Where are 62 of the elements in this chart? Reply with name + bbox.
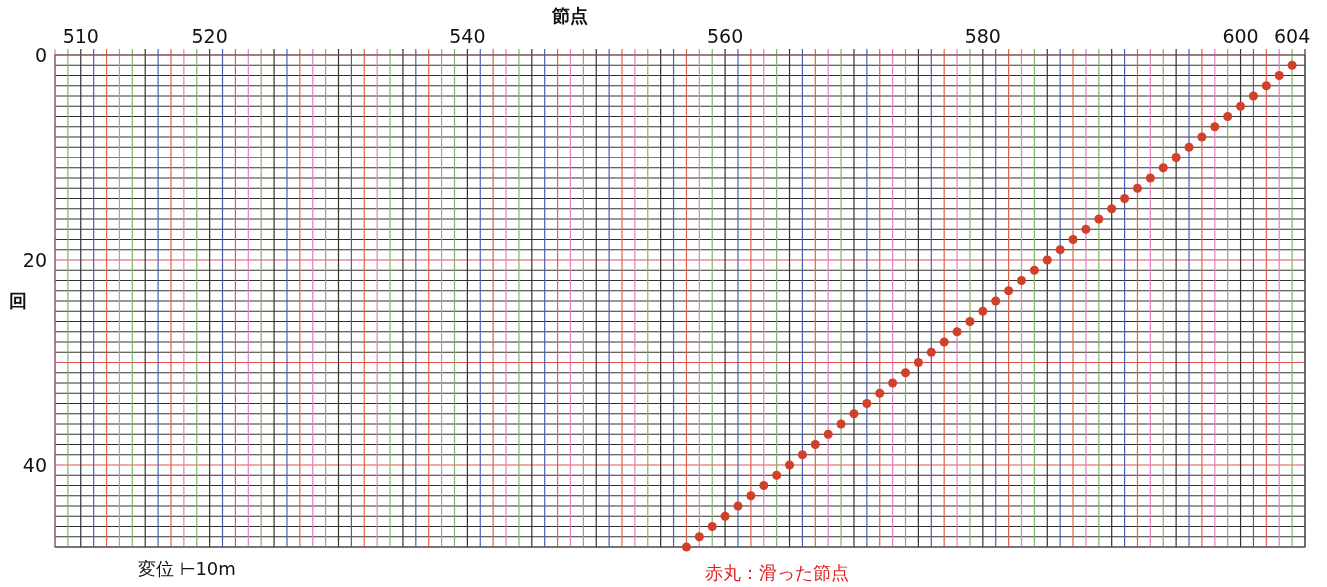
point	[1287, 60, 1297, 70]
text: 赤丸：滑った節点	[705, 562, 849, 583]
point	[1236, 101, 1246, 111]
point	[926, 347, 936, 357]
point	[1042, 255, 1052, 265]
point	[1197, 132, 1207, 142]
point	[978, 306, 988, 316]
point	[810, 440, 820, 449]
point	[836, 419, 846, 429]
x-tick-label: 520	[191, 25, 228, 47]
point	[1274, 71, 1284, 80]
point	[913, 358, 923, 367]
x-tick-label: 604	[1273, 25, 1311, 47]
point	[707, 522, 717, 531]
point	[746, 491, 756, 501]
point	[849, 409, 859, 419]
x-tick-label: 580	[964, 25, 1001, 47]
point	[1120, 194, 1130, 203]
point	[875, 388, 885, 398]
point	[1055, 245, 1065, 255]
x-tick-label: 560	[706, 25, 744, 47]
x-tick-label: 540	[449, 25, 486, 47]
point	[694, 532, 704, 542]
point	[1004, 286, 1014, 296]
point	[797, 450, 807, 460]
point	[1248, 91, 1258, 101]
point	[1016, 276, 1026, 285]
y-tick-label: 0	[34, 43, 47, 66]
point	[1223, 112, 1233, 121]
point	[785, 460, 795, 470]
point	[888, 378, 898, 388]
point	[1171, 153, 1181, 162]
point	[1094, 214, 1104, 224]
point	[1081, 224, 1091, 234]
point	[939, 337, 949, 347]
point	[991, 296, 1001, 306]
y-tick-label: 40	[22, 453, 47, 476]
point	[733, 501, 743, 511]
point	[1132, 183, 1142, 193]
point	[952, 327, 962, 337]
point	[681, 542, 691, 552]
point	[759, 481, 769, 490]
point	[1261, 81, 1271, 91]
point	[1184, 142, 1194, 152]
point	[1029, 265, 1039, 275]
point	[1210, 122, 1220, 132]
y-axis-title: 回	[9, 290, 27, 312]
point	[1158, 163, 1168, 173]
y-tick-label: 20	[22, 248, 47, 271]
point	[720, 511, 730, 521]
point	[823, 429, 833, 439]
x-tick-label: 600	[1222, 25, 1259, 47]
point	[1107, 204, 1117, 214]
point	[1068, 235, 1078, 244]
x-tick-label: 510	[62, 25, 99, 47]
point	[901, 368, 911, 378]
point	[965, 317, 975, 326]
point	[1145, 173, 1155, 183]
text: 変位 ⊢10m	[138, 558, 236, 579]
point	[862, 399, 872, 408]
point	[772, 470, 782, 480]
x-axis-title: 節点	[551, 5, 588, 26]
